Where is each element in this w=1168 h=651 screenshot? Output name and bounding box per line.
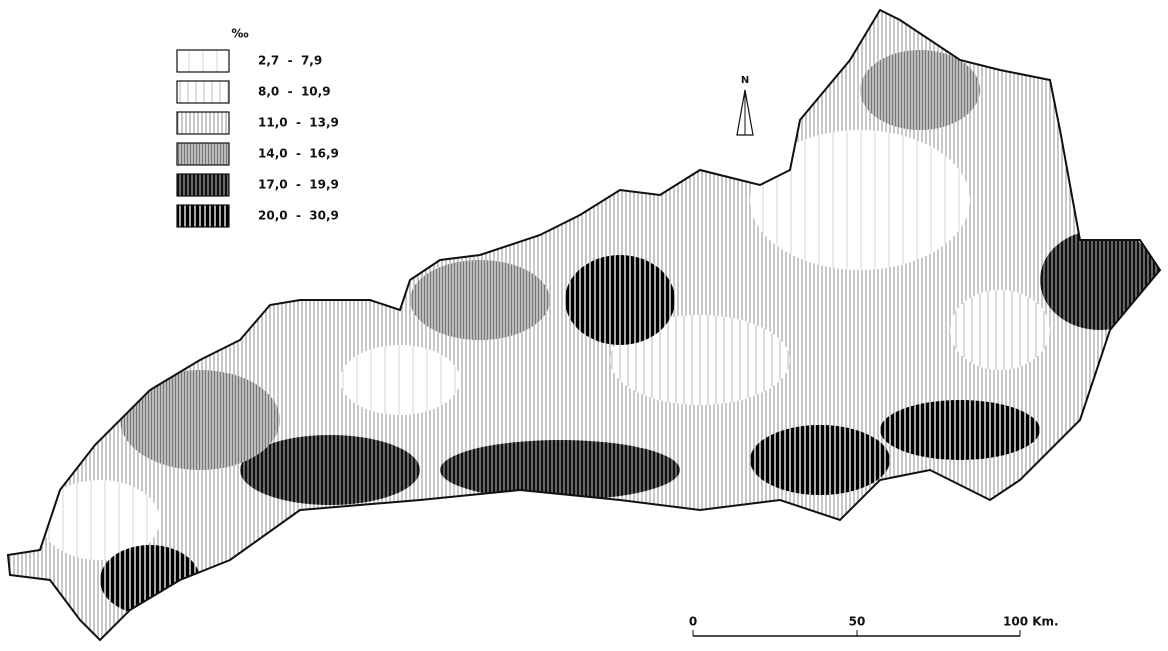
scale-bar: 0 50 100 Km. xyxy=(689,615,1059,637)
legend-swatch xyxy=(177,174,229,196)
legend-label: 11,0 - 13,9 xyxy=(258,116,339,130)
legend-swatch xyxy=(177,81,229,103)
legend-label: 2,7 - 7,9 xyxy=(258,54,322,68)
legend: ‰ xyxy=(231,27,248,41)
region-fill xyxy=(0,0,1168,647)
legend-swatch xyxy=(177,112,229,134)
map: ‰ 2,7 - 7,9 8,0 - 10,9 11,0 - 13,9 14,0 - 1… xyxy=(0,0,1168,647)
legend-swatch xyxy=(177,143,229,165)
legend-swatch xyxy=(177,50,229,72)
legend-label: 14,0 - 16,9 xyxy=(258,147,339,161)
scale-label: 100 Km. xyxy=(1003,615,1059,629)
north-arrow: N xyxy=(737,75,753,135)
scale-label: 0 xyxy=(689,615,697,629)
legend-label: 20,0 - 30,9 xyxy=(258,209,339,223)
legend-title: ‰ xyxy=(231,27,248,41)
legend-items: 2,7 - 7,9 8,0 - 10,9 11,0 - 13,9 14,0 - 16,… xyxy=(177,50,339,227)
scale-label: 50 xyxy=(849,615,866,629)
legend-label: 17,0 - 19,9 xyxy=(258,178,339,192)
legend-label: 8,0 - 10,9 xyxy=(258,85,331,99)
legend-swatch xyxy=(177,205,229,227)
north-label: N xyxy=(741,75,749,86)
